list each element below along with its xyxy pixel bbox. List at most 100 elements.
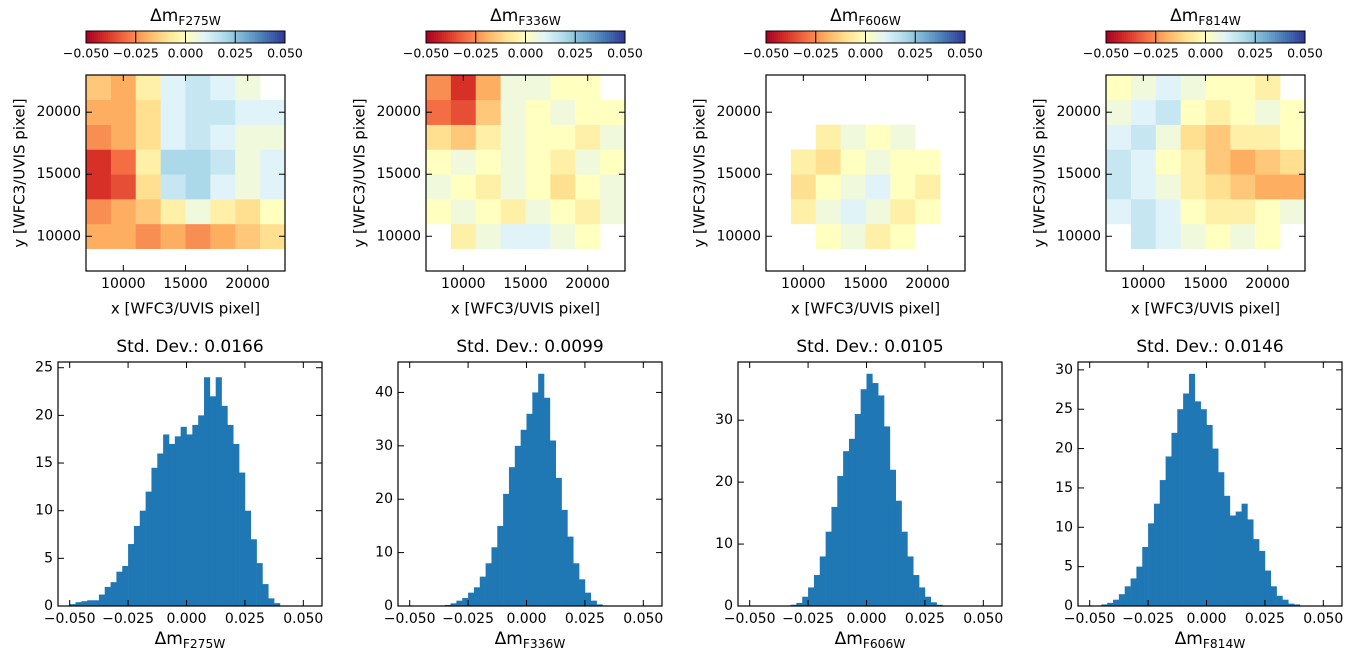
heatmap-cell <box>235 99 261 125</box>
colorbar-segment <box>905 31 908 43</box>
colorbar-segment <box>1159 31 1163 43</box>
heatmap-cell <box>210 174 236 200</box>
colorbar-segment <box>1225 31 1228 43</box>
y-tick-label: 30 <box>375 438 393 454</box>
colorbar-segment <box>593 31 596 43</box>
colorbar-segment <box>1113 31 1117 43</box>
x-tick-label: 0.050 <box>1303 611 1343 627</box>
x-tick-label: 0.025 <box>225 611 265 627</box>
colorbar-segment <box>97 31 101 43</box>
colorbar-tick-label: 0.050 <box>267 46 303 61</box>
colorbar-segment <box>93 31 97 43</box>
colorbar-segment <box>885 31 888 43</box>
colorbar-tick-label: 0.050 <box>1287 46 1323 61</box>
colorbar-segment <box>543 31 546 43</box>
colorbar-segment <box>157 31 161 43</box>
histogram-bar <box>122 565 129 606</box>
y-tick-label: 15000 <box>376 166 421 182</box>
heatmap-cell <box>1230 149 1256 175</box>
histogram-bar <box>837 475 844 606</box>
y-tick-label: 10 <box>375 545 393 561</box>
heatmap-cell <box>550 199 576 225</box>
colorbar-tick-label: 0.000 <box>508 46 544 61</box>
x-tick-label: −0.050 <box>724 611 776 627</box>
colorbar-segment <box>537 31 540 43</box>
colorbar-segment <box>1167 31 1171 43</box>
colorbar-segment <box>565 31 568 43</box>
heatmap-cell <box>550 99 576 125</box>
colorbar-segment <box>205 31 208 43</box>
colorbar-segment <box>889 31 892 43</box>
colorbar-segment <box>1265 31 1268 43</box>
colorbar-segment <box>847 31 850 43</box>
colorbar-segment <box>121 31 125 43</box>
colorbar-segment <box>251 31 254 43</box>
colorbar-segment <box>223 31 226 43</box>
histogram-bar <box>901 531 908 606</box>
histogram-bar <box>116 571 123 606</box>
heatmap-cell <box>210 149 236 175</box>
colorbar-segment <box>795 31 799 43</box>
colorbar-segment <box>811 31 815 43</box>
plot-frame <box>425 74 626 272</box>
heatmap-cell <box>890 199 916 225</box>
colorbar-segment <box>1229 31 1232 43</box>
heatmap-cell <box>235 223 261 249</box>
colorbar-segment <box>941 31 944 43</box>
colorbar-segment <box>1293 31 1296 43</box>
colorbar-segment <box>181 31 184 43</box>
colorbar-title: ΔmF275W <box>150 6 221 27</box>
colorbar-segment <box>153 31 157 43</box>
plot-frame <box>85 74 286 272</box>
histogram-bar <box>1142 546 1149 606</box>
heatmap-cell <box>1255 174 1281 200</box>
colorbar-segment <box>901 31 904 43</box>
heatmap-cell <box>160 223 186 249</box>
colorbar-segment <box>1106 31 1109 43</box>
heatmap-cell <box>915 149 941 175</box>
x-axis-label-main: Δm <box>155 629 183 649</box>
colorbar-segment <box>523 31 526 43</box>
colorbar-segment <box>793 31 797 43</box>
colorbar-segment <box>217 31 220 43</box>
colorbar-title: ΔmF336W <box>490 6 561 27</box>
chart-title: Std. Dev.: 0.0146 <box>1136 337 1283 357</box>
y-tick-label: 20 <box>1055 441 1073 457</box>
heatmap-cell <box>1205 75 1231 101</box>
colorbar-segment <box>203 31 206 43</box>
colorbar-segment <box>281 31 284 43</box>
colorbar-segment <box>1215 31 1218 43</box>
colorbar-segment <box>1107 31 1111 43</box>
colorbar-tick-label: −0.025 <box>793 46 839 61</box>
colorbar-segment <box>1161 31 1165 43</box>
heatmap-cell <box>1180 124 1206 150</box>
heatmap-cell <box>865 223 891 249</box>
y-tick-label: 30 <box>715 412 733 428</box>
colorbar-segment <box>589 31 592 43</box>
colorbar-segment <box>481 31 485 43</box>
heatmap-cell <box>135 124 161 150</box>
heatmap-cell <box>86 149 112 175</box>
histogram-bar <box>204 377 211 606</box>
histogram-bar <box>1118 594 1126 606</box>
colorbar-segment <box>519 31 522 43</box>
colorbar-segment <box>809 31 813 43</box>
colorbar-segment <box>1275 31 1278 43</box>
heatmap-cell <box>865 199 891 225</box>
heatmap-cell <box>1255 124 1281 150</box>
colorbar-segment <box>107 31 111 43</box>
colorbar-segment <box>1303 31 1306 43</box>
colorbar-segment <box>853 31 856 43</box>
heatmap-cell <box>1180 99 1206 125</box>
histogram-bar <box>233 443 240 606</box>
heatmap-cell <box>525 75 551 101</box>
colorbar-segment <box>483 31 487 43</box>
heatmap-cell <box>525 174 551 200</box>
histogram-bar <box>93 600 100 606</box>
colorbar-segment <box>437 31 441 43</box>
colorbar-segment <box>139 31 143 43</box>
colorbar-segment <box>457 31 461 43</box>
histogram-bar <box>1153 503 1161 606</box>
colorbar-segment <box>573 31 576 43</box>
histogram-bar <box>215 377 222 606</box>
